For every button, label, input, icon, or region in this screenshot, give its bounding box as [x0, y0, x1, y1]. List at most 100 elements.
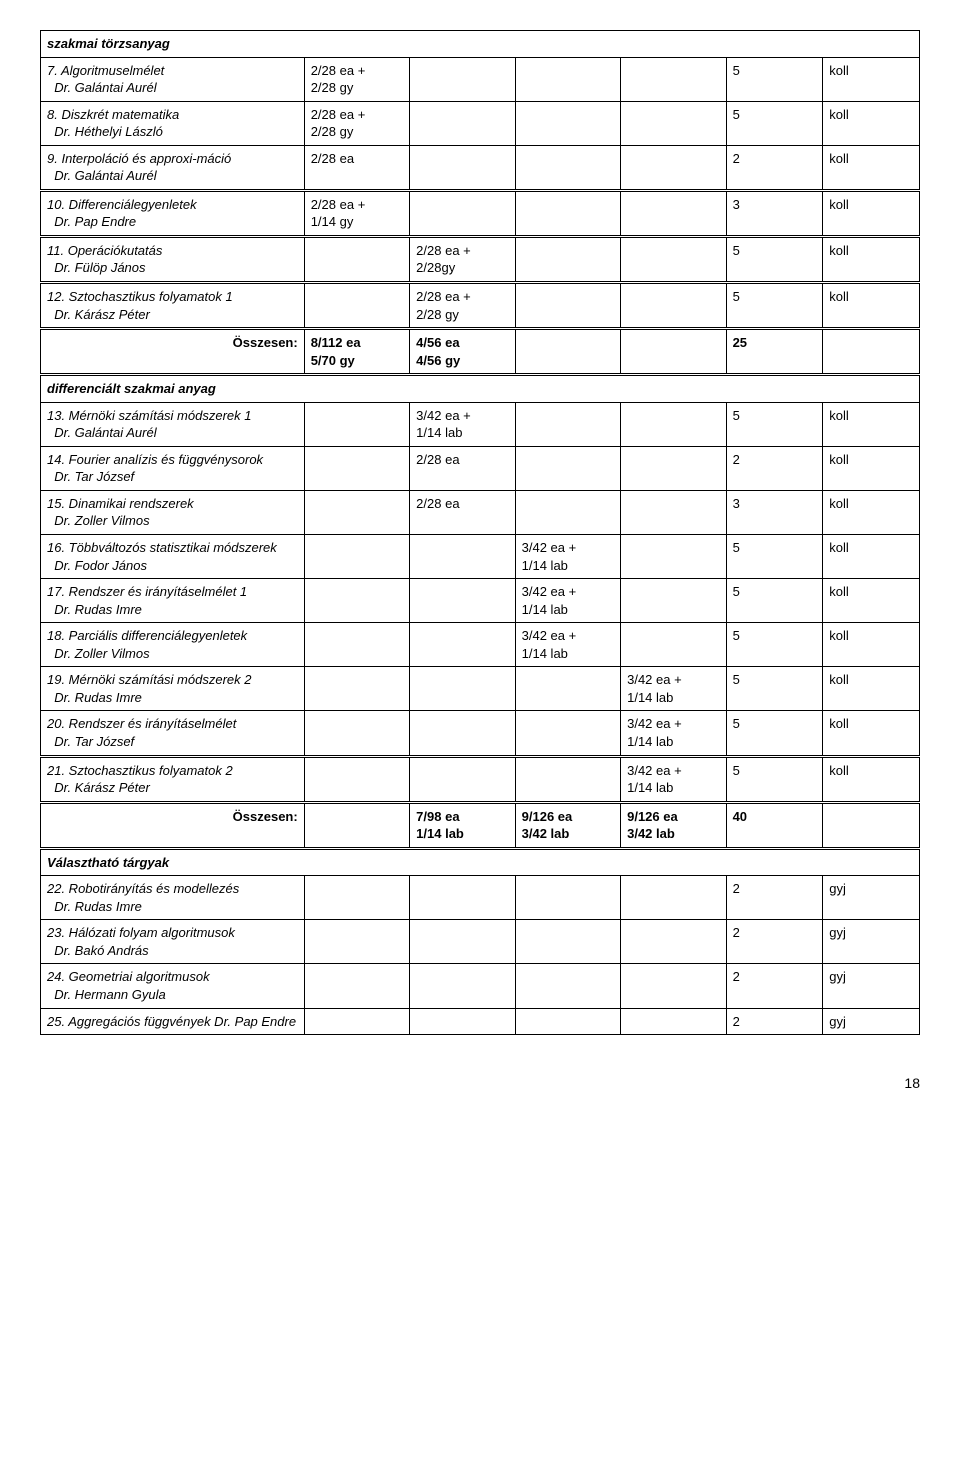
sum-b: 4/56 ea4/56 gy: [410, 329, 515, 375]
curriculum-table: szakmai törzsanyag7. Algoritmuselmélet D…: [40, 30, 920, 1035]
subject-cell: 25. Aggregációs függvények Dr. Pap Endre: [41, 1008, 305, 1035]
col-d: [621, 190, 726, 236]
type-cell: koll: [823, 402, 920, 446]
sum-b: 7/98 ea1/14 lab: [410, 802, 515, 848]
type-cell: koll: [823, 667, 920, 711]
subject-cell: 8. Diszkrét matematika Dr. Héthelyi Lász…: [41, 101, 305, 145]
col-a: 2/28 ea +2/28 gy: [304, 101, 409, 145]
type-cell: gyj: [823, 876, 920, 920]
col-a: [304, 667, 409, 711]
col-d: [621, 579, 726, 623]
type-cell: gyj: [823, 964, 920, 1008]
credit-cell: 2: [726, 876, 823, 920]
col-b: 3/42 ea +1/14 lab: [410, 402, 515, 446]
col-d: [621, 876, 726, 920]
col-c: 3/42 ea +1/14 lab: [515, 579, 620, 623]
col-b: [410, 876, 515, 920]
col-c: [515, 920, 620, 964]
credit-cell: 2: [726, 145, 823, 190]
col-a: [304, 579, 409, 623]
col-b: 2/28 ea +2/28 gy: [410, 283, 515, 329]
subject-cell: 18. Parciális differenciálegyenletek Dr.…: [41, 623, 305, 667]
credit-cell: 5: [726, 756, 823, 802]
type-cell: koll: [823, 236, 920, 282]
col-b: [410, 964, 515, 1008]
credit-cell: 5: [726, 667, 823, 711]
credit-cell: 5: [726, 283, 823, 329]
credit-cell: 5: [726, 711, 823, 756]
col-b: [410, 920, 515, 964]
col-d: [621, 920, 726, 964]
col-d: [621, 623, 726, 667]
sum-type: [823, 329, 920, 375]
col-b: [410, 145, 515, 190]
credit-cell: 5: [726, 579, 823, 623]
type-cell: gyj: [823, 920, 920, 964]
sum-a: [304, 802, 409, 848]
col-a: [304, 876, 409, 920]
subject-cell: 7. Algoritmuselmélet Dr. Galántai Aurél: [41, 57, 305, 101]
subject-cell: 11. Operációkutatás Dr. Fülöp János: [41, 236, 305, 282]
section-header: szakmai törzsanyag: [41, 31, 920, 58]
col-b: [410, 623, 515, 667]
col-c: [515, 145, 620, 190]
col-c: [515, 964, 620, 1008]
col-c: 3/42 ea +1/14 lab: [515, 535, 620, 579]
credit-cell: 5: [726, 535, 823, 579]
col-d: [621, 283, 726, 329]
col-c: [515, 756, 620, 802]
col-d: 3/42 ea +1/14 lab: [621, 667, 726, 711]
col-d: [621, 490, 726, 534]
sum-d: 9/126 ea3/42 lab: [621, 802, 726, 848]
credit-cell: 5: [726, 402, 823, 446]
credit-cell: 5: [726, 236, 823, 282]
credit-cell: 2: [726, 920, 823, 964]
col-b: [410, 756, 515, 802]
col-b: [410, 535, 515, 579]
col-a: [304, 283, 409, 329]
col-c: [515, 236, 620, 282]
type-cell: koll: [823, 190, 920, 236]
col-d: [621, 1008, 726, 1035]
type-cell: koll: [823, 446, 920, 490]
sum-label: Összesen:: [41, 802, 305, 848]
col-c: [515, 283, 620, 329]
col-a: 2/28 ea +2/28 gy: [304, 57, 409, 101]
col-a: [304, 920, 409, 964]
type-cell: gyj: [823, 1008, 920, 1035]
col-c: [515, 190, 620, 236]
col-b: 2/28 ea +2/28gy: [410, 236, 515, 282]
type-cell: koll: [823, 535, 920, 579]
subject-cell: 15. Dinamikai rendszerek Dr. Zoller Vilm…: [41, 490, 305, 534]
col-c: [515, 1008, 620, 1035]
type-cell: koll: [823, 623, 920, 667]
credit-cell: 3: [726, 490, 823, 534]
col-a: [304, 402, 409, 446]
sum-c: 9/126 ea3/42 lab: [515, 802, 620, 848]
credit-cell: 5: [726, 101, 823, 145]
sum-credit: 25: [726, 329, 823, 375]
subject-cell: 21. Sztochasztikus folyamatok 2 Dr. Kárá…: [41, 756, 305, 802]
col-b: [410, 57, 515, 101]
subject-cell: 14. Fourier analízis és függvénysorok Dr…: [41, 446, 305, 490]
col-d: [621, 57, 726, 101]
col-d: [621, 236, 726, 282]
col-b: [410, 101, 515, 145]
credit-cell: 5: [726, 623, 823, 667]
col-c: [515, 667, 620, 711]
subject-cell: 16. Többváltozós statisztikai módszerek …: [41, 535, 305, 579]
col-d: [621, 101, 726, 145]
credit-cell: 2: [726, 1008, 823, 1035]
col-a: 2/28 ea +1/14 gy: [304, 190, 409, 236]
page-number: 18: [40, 1075, 920, 1091]
subject-cell: 9. Interpoláció és approxi-máció Dr. Gal…: [41, 145, 305, 190]
type-cell: koll: [823, 579, 920, 623]
credit-cell: 2: [726, 964, 823, 1008]
section-header: Választható tárgyak: [41, 848, 920, 876]
col-a: [304, 490, 409, 534]
type-cell: koll: [823, 490, 920, 534]
subject-cell: 23. Hálózati folyam algoritmusok Dr. Bak…: [41, 920, 305, 964]
col-a: [304, 623, 409, 667]
subject-cell: 13. Mérnöki számítási módszerek 1 Dr. Ga…: [41, 402, 305, 446]
col-d: [621, 446, 726, 490]
